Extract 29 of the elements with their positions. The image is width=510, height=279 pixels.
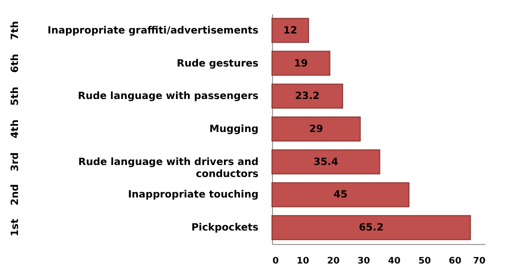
y-tick-label: Rude gestures bbox=[176, 58, 259, 70]
data-label: 23.2 bbox=[294, 91, 320, 102]
text: 6th bbox=[10, 54, 21, 73]
data-label: 45 bbox=[334, 190, 348, 201]
x-tick-label: 70 bbox=[472, 256, 486, 266]
y-tick-label: Inappropriate touching bbox=[128, 190, 258, 201]
y-tick-label: Inappropriate graffiti/advertisements bbox=[47, 25, 259, 36]
data-label: 35.4 bbox=[314, 156, 338, 168]
text: 2nd bbox=[10, 184, 21, 206]
x-tick-label: 60 bbox=[448, 256, 462, 266]
text: 5th bbox=[10, 86, 21, 106]
text: 1st bbox=[10, 218, 21, 236]
x-tick-label: 20 bbox=[327, 256, 340, 266]
y-tick-label: Rude language with drivers and conductors bbox=[78, 156, 259, 180]
data-label: 29 bbox=[309, 124, 324, 135]
y-tick-label: Rude language with passengers bbox=[78, 91, 259, 102]
data-label: 19 bbox=[294, 58, 308, 70]
y-tick-label: Pickpockets bbox=[191, 222, 259, 234]
text: 3rd bbox=[10, 152, 21, 172]
x-tick-label: 50 bbox=[418, 256, 431, 266]
data-label: 65.2 bbox=[358, 222, 384, 234]
text: 4th bbox=[10, 120, 21, 138]
text: 7th bbox=[10, 21, 21, 40]
x-tick-label: 10 bbox=[296, 256, 310, 266]
y-tick-label: Mugging bbox=[209, 124, 258, 135]
x-tick-label: 0 bbox=[272, 256, 279, 266]
x-tick-label: 30 bbox=[358, 256, 370, 266]
x-tick-label: 40 bbox=[388, 256, 400, 266]
data-label: 12 bbox=[283, 25, 298, 36]
